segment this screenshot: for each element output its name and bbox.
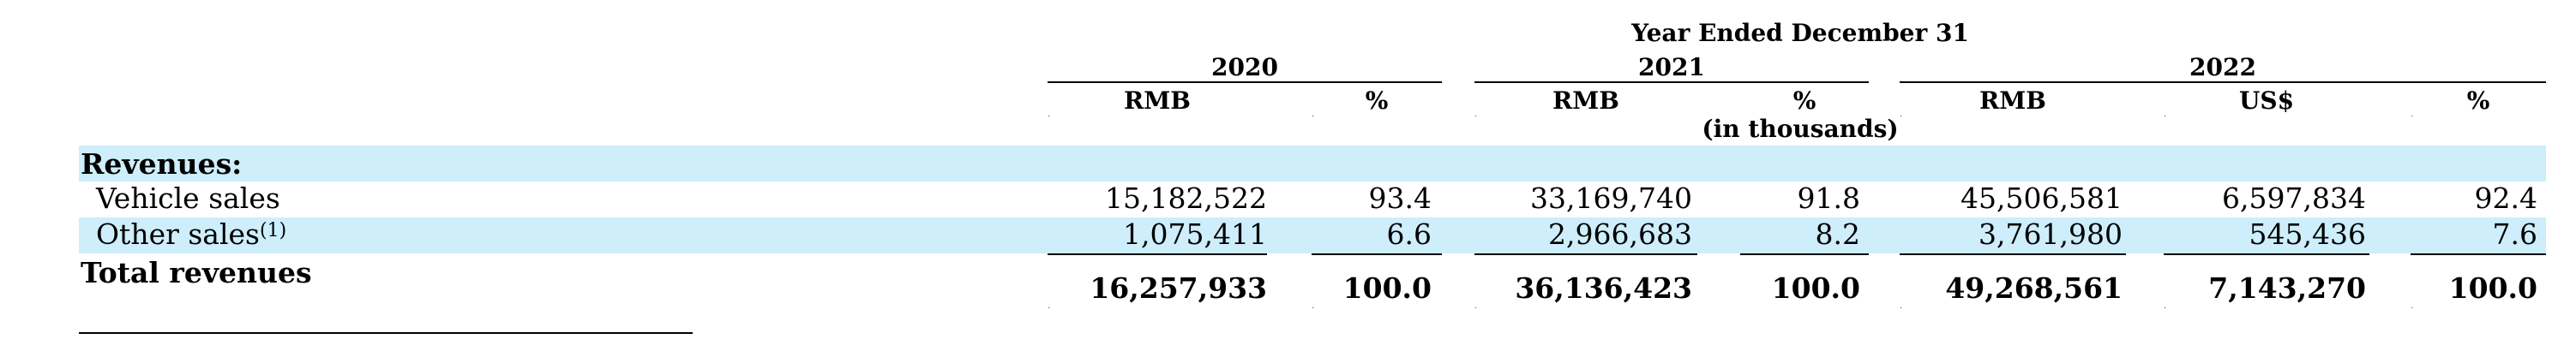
other-rmb-2021: 2,966,683	[1474, 217, 1692, 252]
total-tick: ·	[1900, 305, 1902, 313]
total-tick: ·	[2164, 305, 2166, 313]
subtotal-rule	[2411, 253, 2546, 255]
subtotal-rule	[1312, 253, 1442, 255]
year-2020: 2020	[1048, 53, 1442, 82]
year-2021: 2021	[1474, 53, 1869, 82]
other-rmb-2022: 3,761,980	[1900, 217, 2123, 252]
year-2022-rule	[1900, 81, 2546, 83]
section-label: Revenues:	[81, 147, 242, 181]
col-header-usd-2022: US$	[2164, 86, 2369, 116]
footnote-marker: (1)	[260, 220, 286, 241]
total-usd-2022: 7,143,270	[2164, 271, 2366, 306]
col-header-rmb-2020: RMB	[1048, 86, 1267, 116]
col-header-pct-2021: %	[1740, 86, 1869, 116]
section-band	[79, 146, 2546, 181]
other-pct-2020: 6.6	[1312, 217, 1432, 252]
subtotal-rule	[2164, 253, 2369, 255]
year-2022: 2022	[1900, 53, 2546, 82]
vehicle-rmb-2020: 15,182,522	[1048, 181, 1267, 216]
vehicle-rmb-2021: 33,169,740	[1474, 181, 1692, 216]
subtotal-rule	[1048, 253, 1267, 255]
vehicle-usd-2022: 6,597,834	[2164, 181, 2366, 216]
total-tick: ·	[1048, 305, 1050, 313]
footnote-separator	[79, 332, 693, 334]
subtotal-rule	[1900, 253, 2126, 255]
total-rmb-2021: 36,136,423	[1474, 271, 1692, 306]
other-rmb-2020: 1,075,411	[1048, 217, 1267, 252]
other-pct-2022: 7.6	[2411, 217, 2537, 252]
vehicle-rmb-2022: 45,506,581	[1900, 181, 2123, 216]
total-pct-2021: 100.0	[1740, 271, 1860, 306]
year-2021-rule	[1474, 81, 1869, 83]
header-tick: ·	[2411, 113, 2413, 122]
other-usd-2022: 545,436	[2164, 217, 2366, 252]
header-tick: ·	[2164, 113, 2166, 122]
total-tick: ·	[1474, 305, 1477, 313]
header-tick: ·	[1900, 113, 1902, 122]
total-tick: ·	[1312, 305, 1314, 313]
total-rmb-2020: 16,257,933	[1048, 271, 1267, 306]
total-rmb-2022: 49,268,561	[1900, 271, 2123, 306]
vehicle-pct-2022: 92.4	[2411, 181, 2537, 216]
total-pct-2022: 100.0	[2411, 271, 2537, 306]
header-tick: ·	[1048, 113, 1050, 122]
row-label-other-sales: Other sales(1)	[96, 217, 286, 252]
col-header-pct-2020: %	[1312, 86, 1442, 116]
col-header-rmb-2021: RMB	[1474, 86, 1697, 116]
col-header-pct-2022: %	[2411, 86, 2546, 116]
header-tick: ·	[1474, 113, 1477, 122]
header-tick: ·	[1312, 113, 1314, 122]
row-label-vehicle-sales: Vehicle sales	[96, 181, 280, 216]
vehicle-pct-2020: 93.4	[1312, 181, 1432, 216]
subtotal-rule	[1474, 253, 1697, 255]
unit-note: (in thousands)	[1629, 115, 1972, 144]
period-label: Year Ended December 31	[1457, 19, 2143, 48]
vehicle-pct-2021: 91.8	[1740, 181, 1860, 216]
other-pct-2021: 8.2	[1740, 217, 1860, 252]
row-label-total-revenues: Total revenues	[81, 256, 312, 290]
other-sales-text: Other sales	[96, 217, 260, 251]
col-header-rmb-2022: RMB	[1900, 86, 2126, 116]
total-tick: ·	[2411, 305, 2413, 313]
total-pct-2020: 100.0	[1312, 271, 1432, 306]
year-2020-rule	[1048, 81, 1442, 83]
subtotal-rule	[1740, 253, 1869, 255]
